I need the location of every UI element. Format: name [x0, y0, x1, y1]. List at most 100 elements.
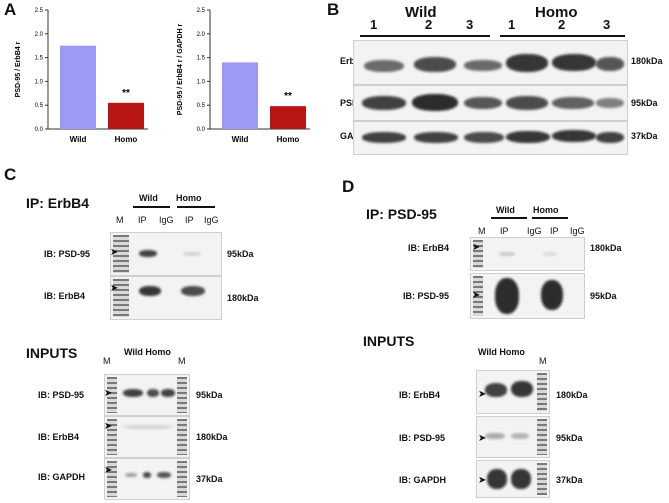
ib-row-label: IB: ErbB4 — [399, 390, 441, 400]
blot-input-c-psd95 — [104, 374, 190, 416]
lane-label: IgG — [204, 215, 219, 225]
bar-chart-1: PSD-95 / ErbB4 r 0.0 0.5 1.0 1.5 2.0 2.5 Wild Ho… — [8, 4, 168, 169]
group-label-homo: Homo — [535, 4, 578, 21]
y-tick-label: 0.5 — [197, 103, 206, 109]
lane-label-marker: M — [116, 215, 124, 225]
arrow-icon: ➤ — [478, 389, 487, 400]
y-axis-label: PSD-95 / ErbB4 r — [15, 41, 22, 97]
x-tick-label: Homo — [115, 135, 138, 144]
arrow-icon: ➤ — [478, 433, 487, 444]
kda-label: 95kDa — [590, 291, 617, 301]
lane-label: IgG — [527, 226, 542, 236]
blot-strip-erbb4 — [353, 40, 628, 85]
arrow-icon: ➤ — [104, 388, 113, 399]
y-tick-label: 2.0 — [197, 32, 206, 38]
inputs-title-d: INPUTS — [363, 333, 415, 349]
kda-label: 180kDa — [556, 390, 588, 400]
arrow-icon: ➤ — [110, 283, 119, 294]
group-label-homo: Homo — [176, 193, 202, 203]
panel-label-c: C — [4, 165, 17, 184]
group-label-wild: Wild — [496, 205, 515, 215]
lane-label: IP — [500, 226, 509, 236]
blot-input-d-psd95 — [476, 416, 550, 458]
lane-label-marker: M — [178, 356, 186, 366]
blot-input-d-gapdh — [476, 460, 550, 498]
inputs-header-d: Wild Homo — [478, 347, 525, 357]
kda-label: 95kDa — [556, 433, 583, 443]
lane-label: 2 — [425, 17, 433, 32]
group-label-homo: Homo — [533, 205, 559, 215]
ip-title-c: IP: ErbB4 — [26, 195, 90, 211]
kda-label: 37kDa — [556, 475, 583, 485]
arrow-icon: ➤ — [104, 421, 113, 432]
bar-chart-2-svg: PSD-95 / ErbB4 r / GAPDH r 0.0 0.5 1.0 1.5 2.… — [177, 8, 310, 144]
y-tick-label: 2.5 — [35, 8, 44, 14]
lane-label: 1 — [370, 17, 378, 32]
lane-label: IgG — [159, 215, 174, 225]
y-tick-label: 1.5 — [197, 56, 206, 62]
arrow-icon: ➤ — [104, 465, 113, 476]
ib-row-label: IB: GAPDH — [38, 472, 85, 482]
kda-label: 180kDa — [631, 56, 663, 66]
y-tick-label: 0.0 — [35, 127, 44, 133]
panel-label-a: A — [4, 0, 17, 19]
inputs-title-c: INPUTS — [26, 345, 78, 361]
kda-label: 37kDa — [196, 474, 223, 484]
arrow-icon: ➤ — [472, 242, 481, 253]
blot-ip-d-erbb4 — [470, 237, 585, 271]
lane-label: IP — [185, 215, 194, 225]
kda-label: 95kDa — [631, 98, 658, 108]
group-underline-homo — [532, 217, 568, 219]
lane-label-marker: M — [103, 356, 111, 366]
blot-input-d-erbb4 — [476, 370, 550, 414]
panel-label-d: D — [342, 177, 355, 196]
panel-label-b: B — [327, 0, 340, 19]
ib-row-label: IB: ErbB4 — [44, 291, 86, 301]
group-label-wild: Wild — [139, 193, 158, 203]
ib-row-label: IB: ErbB4 — [38, 432, 80, 442]
kda-label: 180kDa — [590, 243, 622, 253]
group-label-wild: Wild — [405, 4, 437, 21]
group-underline-homo — [177, 206, 215, 208]
lane-label-marker: M — [478, 226, 486, 236]
group-underline-homo — [500, 35, 625, 37]
inputs-header-c: Wild Homo — [124, 347, 171, 357]
ib-row-label: IB: ErbB4 — [408, 243, 450, 253]
kda-label: 95kDa — [227, 249, 254, 259]
group-underline-wild — [491, 217, 527, 219]
significance-label: ** — [284, 91, 292, 102]
ip-title-d: IP: PSD-95 — [366, 206, 437, 222]
y-tick-label: 1.5 — [35, 56, 44, 62]
lane-label: IgG — [570, 226, 585, 236]
bar-wild — [60, 45, 96, 130]
bar-wild — [222, 62, 258, 129]
bar-chart-1-svg: PSD-95 / ErbB4 r 0.0 0.5 1.0 1.5 2.0 2.5 Wild Ho… — [15, 8, 148, 144]
kda-label: 180kDa — [227, 293, 259, 303]
kda-label: 95kDa — [196, 390, 223, 400]
significance-label: ** — [122, 88, 130, 99]
lane-label-marker: M — [539, 356, 547, 366]
kda-label: 37kDa — [631, 131, 658, 141]
x-tick-label: Homo — [277, 135, 300, 144]
ib-row-label: IB: PSD-95 — [403, 291, 450, 301]
arrow-icon: ➤ — [478, 475, 487, 486]
ib-row-label: IB: PSD-95 — [38, 390, 85, 400]
y-tick-label: 2.0 — [35, 32, 44, 38]
lane-label: 3 — [466, 17, 474, 32]
y-tick-label: 1.0 — [35, 79, 44, 85]
blot-strip-gapdh — [353, 121, 628, 155]
y-tick-label: 1.0 — [197, 79, 206, 85]
group-underline-wild — [133, 206, 170, 208]
blot-strip-psd95 — [353, 85, 628, 121]
blot-ip-c-erbb4 — [110, 276, 222, 320]
arrow-icon: ➤ — [110, 247, 119, 258]
blot-input-c-erbb4 — [104, 416, 190, 458]
blot-ip-d-psd95 — [470, 273, 585, 319]
bar-homo — [270, 106, 306, 129]
ib-row-label: IB: GAPDH — [399, 475, 446, 485]
lane-label: 1 — [508, 17, 516, 32]
bar-chart-2: PSD-95 / ErbB4 r / GAPDH r 0.0 0.5 1.0 1.5 2.… — [170, 4, 330, 169]
group-underline-wild — [360, 35, 490, 37]
y-axis-label: PSD-95 / ErbB4 r / GAPDH r — [177, 24, 184, 116]
blot-ip-c-psd95 — [110, 232, 222, 276]
